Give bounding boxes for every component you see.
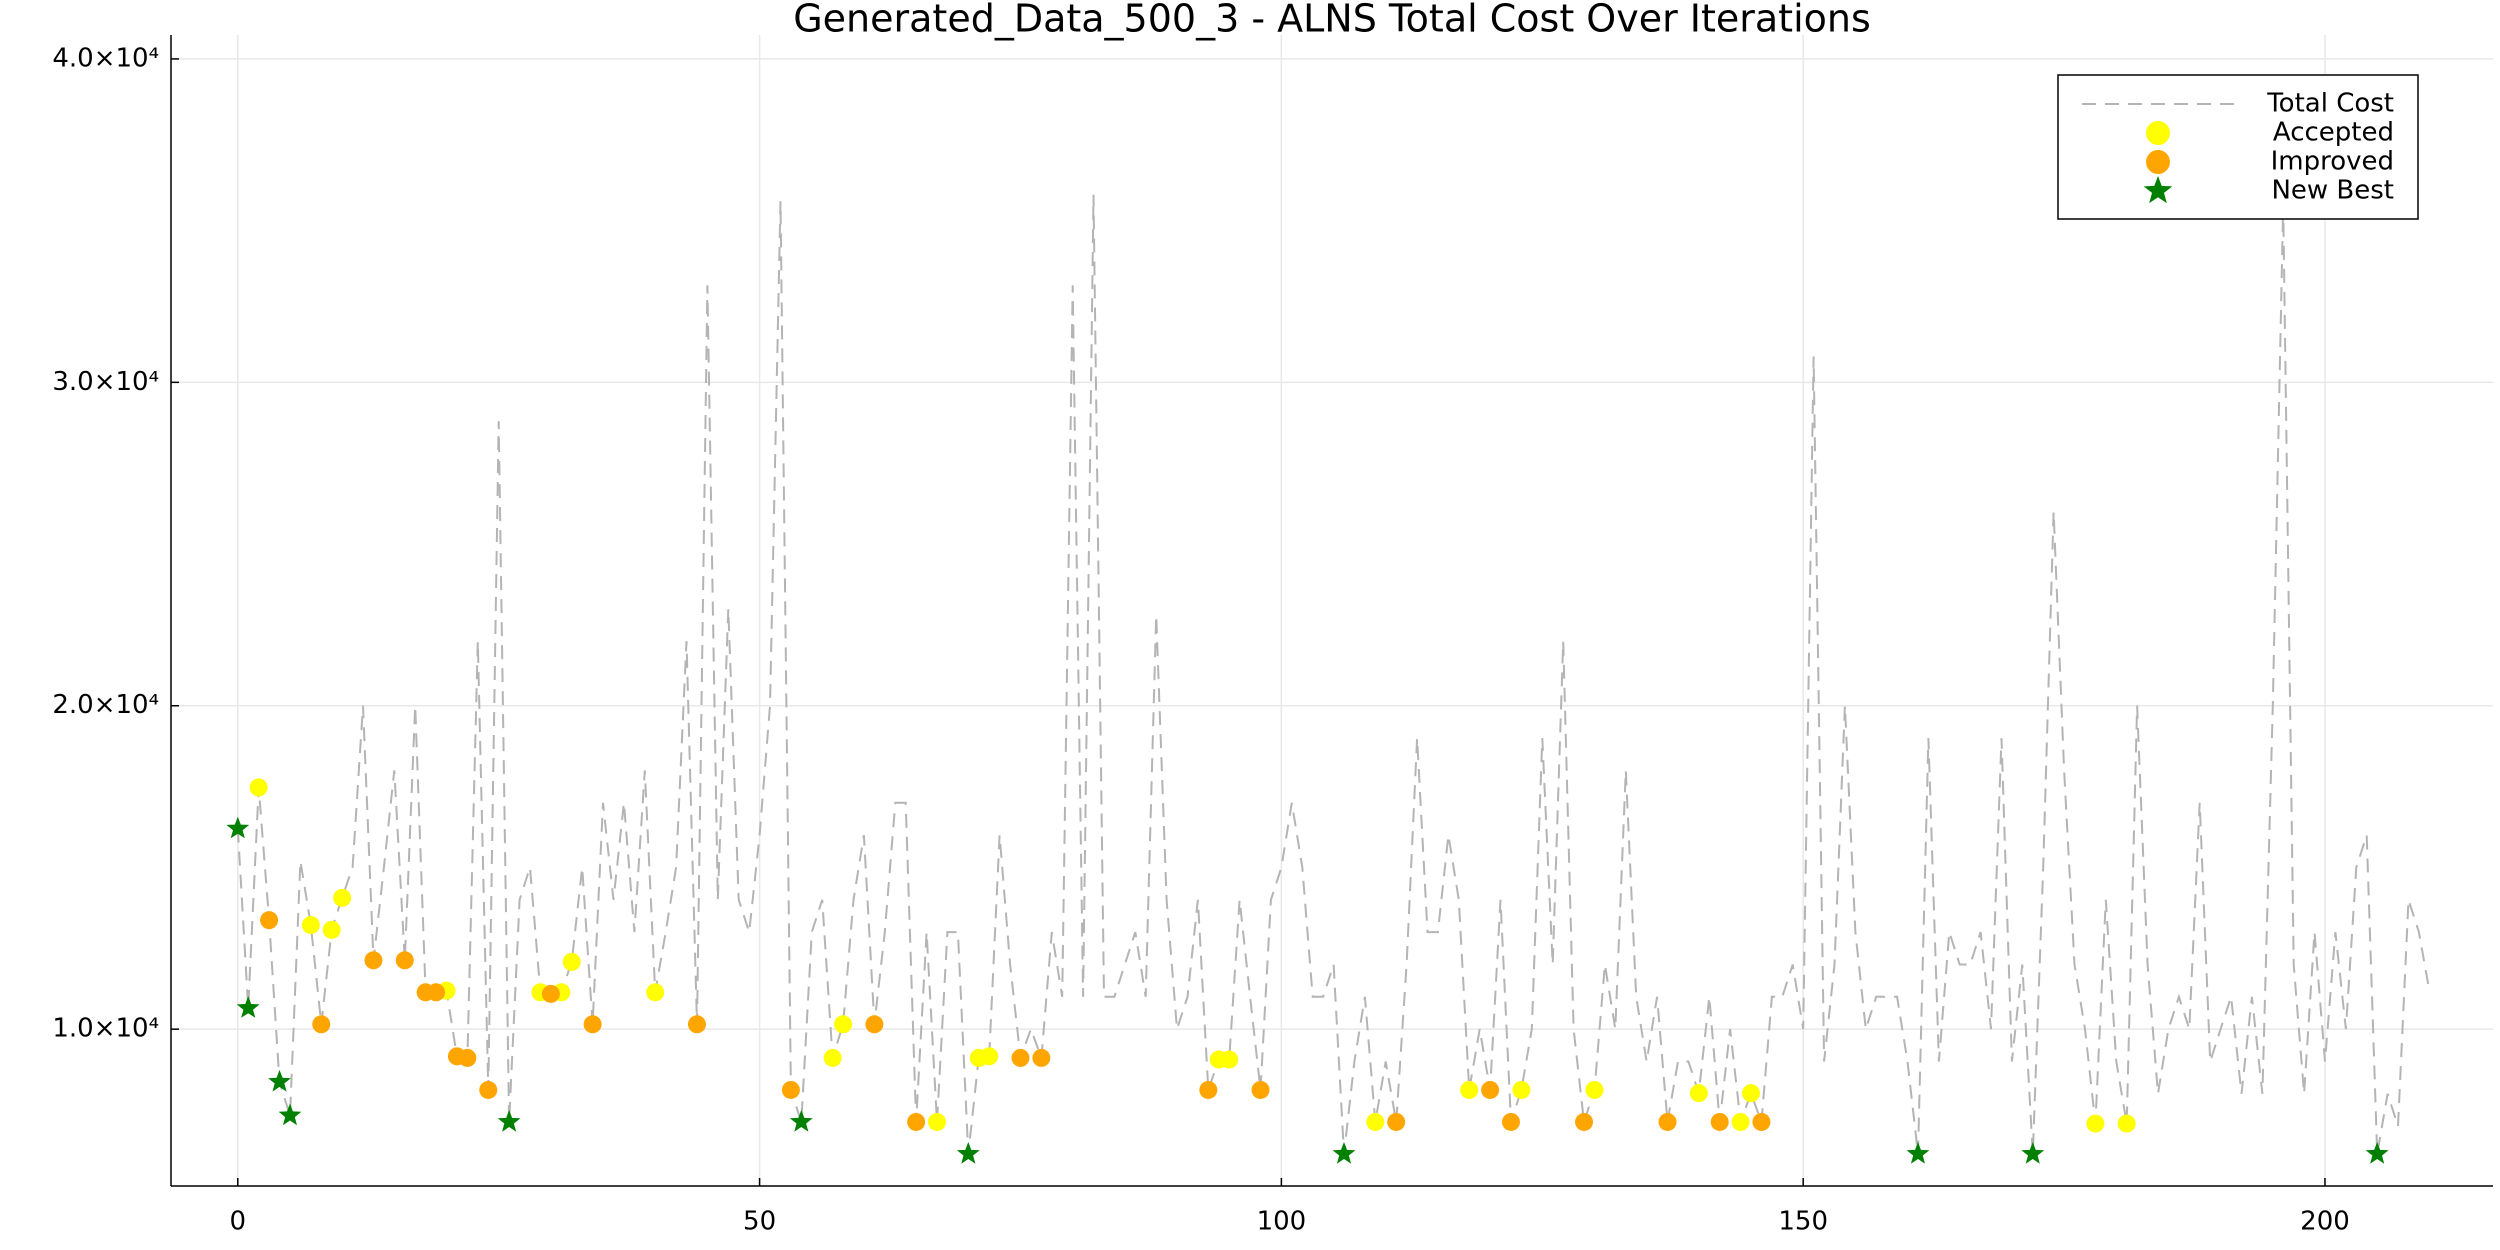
star: [2365, 1142, 2389, 1164]
star: [497, 1110, 521, 1132]
legend-label: Accepted: [2273, 118, 2394, 148]
point: [312, 1015, 331, 1034]
y-tick-label: 3.0×10⁴: [52, 367, 159, 397]
point: [322, 920, 341, 939]
point: [1011, 1048, 1030, 1067]
y-tick-label: 4.0×10⁴: [52, 43, 159, 73]
point: [364, 951, 383, 970]
legend-label: New Best: [2271, 176, 2394, 206]
x-tick-label: 100: [1257, 1207, 1307, 1237]
x-tick-label: 200: [2300, 1207, 2350, 1237]
point: [1575, 1112, 1594, 1131]
point: [301, 916, 320, 935]
point: [980, 1047, 999, 1066]
star: [2021, 1142, 2045, 1164]
legend-label: Improved: [2271, 147, 2394, 177]
x-tick-label: 0: [230, 1207, 247, 1237]
point: [1501, 1112, 1520, 1131]
legend-marker: [2143, 176, 2173, 204]
point: [2086, 1114, 2105, 1133]
point: [1585, 1080, 1604, 1099]
point: [249, 778, 268, 797]
star: [268, 1069, 291, 1092]
point: [1032, 1048, 1051, 1067]
star: [278, 1103, 302, 1126]
star: [226, 816, 250, 839]
star: [236, 996, 260, 1018]
point: [260, 911, 279, 930]
point: [479, 1080, 498, 1099]
point: [687, 1015, 706, 1034]
point: [1366, 1112, 1385, 1131]
y-tick-label: 1.0×10⁴: [52, 1014, 159, 1044]
point: [834, 1015, 853, 1034]
point: [1199, 1080, 1218, 1099]
legend-marker: [2146, 150, 2170, 174]
point: [823, 1048, 842, 1067]
point: [865, 1015, 884, 1034]
point: [1752, 1112, 1771, 1131]
point: [583, 1015, 602, 1034]
x-tick-label: 50: [743, 1207, 776, 1237]
point: [1512, 1080, 1531, 1099]
point: [427, 983, 446, 1002]
point: [907, 1112, 926, 1131]
point: [646, 983, 665, 1002]
y-tick-label: 2.0×10⁴: [52, 690, 159, 720]
legend-marker: [2146, 121, 2170, 145]
point: [781, 1080, 800, 1099]
star: [1332, 1142, 1356, 1164]
point: [458, 1048, 477, 1067]
star: [789, 1110, 813, 1132]
x-tick-label: 150: [1778, 1207, 1828, 1237]
point: [1689, 1084, 1708, 1103]
legend-box: [2057, 74, 2419, 220]
chart-title: Generated_Data_500_3 - ALNS Total Cost O…: [793, 0, 1871, 41]
point: [927, 1112, 946, 1131]
point: [1742, 1084, 1761, 1103]
point: [562, 952, 581, 971]
point: [395, 951, 414, 970]
point: [541, 984, 560, 1003]
point: [2117, 1114, 2136, 1133]
star: [1906, 1142, 1930, 1164]
point: [1220, 1050, 1239, 1069]
point: [1710, 1112, 1729, 1131]
cost-line: [236, 194, 2431, 1155]
point: [1251, 1080, 1270, 1099]
legend-label: Total Cost: [2266, 89, 2394, 119]
star: [956, 1142, 980, 1164]
point: [333, 888, 352, 907]
point: [1658, 1112, 1677, 1131]
point: [1387, 1112, 1406, 1131]
point: [1731, 1112, 1750, 1131]
point: [1481, 1080, 1500, 1099]
point: [1460, 1080, 1479, 1099]
